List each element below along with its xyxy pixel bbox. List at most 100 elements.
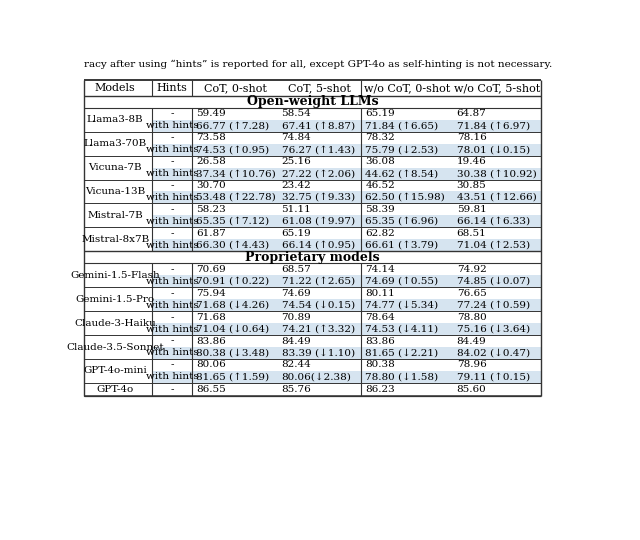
Bar bbox=[452, 192, 541, 204]
Bar bbox=[152, 215, 193, 227]
Text: 80.11: 80.11 bbox=[365, 289, 395, 298]
Text: 75.16 (↓3.64): 75.16 (↓3.64) bbox=[457, 325, 530, 334]
Text: 78.96: 78.96 bbox=[457, 360, 486, 369]
Text: w/o CoT, 0-shot: w/o CoT, 0-shot bbox=[364, 83, 450, 93]
Bar bbox=[452, 347, 541, 359]
Bar bbox=[193, 120, 278, 132]
Bar bbox=[84, 179, 152, 204]
Bar bbox=[452, 132, 541, 144]
Bar bbox=[278, 167, 362, 179]
Bar bbox=[84, 383, 541, 396]
Bar bbox=[278, 239, 362, 251]
Text: Mistral-7B: Mistral-7B bbox=[88, 211, 143, 220]
Text: 37.34 (↑10.76): 37.34 (↑10.76) bbox=[196, 169, 276, 178]
Bar bbox=[84, 311, 152, 335]
Text: -: - bbox=[170, 205, 174, 214]
Text: Mistral-8x7B: Mistral-8x7B bbox=[81, 235, 149, 244]
Text: 30.85: 30.85 bbox=[457, 181, 486, 190]
Bar bbox=[362, 215, 452, 227]
Bar bbox=[84, 264, 152, 287]
Text: 84.02 (↓0.47): 84.02 (↓0.47) bbox=[457, 348, 530, 357]
Text: 58.39: 58.39 bbox=[365, 205, 395, 214]
Bar bbox=[152, 108, 193, 120]
Text: 25.16: 25.16 bbox=[282, 157, 311, 166]
Text: 74.85 (↓0.07): 74.85 (↓0.07) bbox=[457, 277, 530, 286]
Text: 26.58: 26.58 bbox=[196, 157, 226, 166]
Text: 85.76: 85.76 bbox=[282, 385, 311, 394]
Text: 80.38 (↓3.48): 80.38 (↓3.48) bbox=[196, 348, 269, 357]
Bar bbox=[152, 323, 193, 335]
Bar bbox=[452, 299, 541, 311]
Bar bbox=[278, 108, 362, 120]
Text: Claude-3.5-Sonnet: Claude-3.5-Sonnet bbox=[67, 342, 164, 352]
Text: CoT, 5-shot: CoT, 5-shot bbox=[288, 83, 351, 93]
Bar bbox=[193, 359, 278, 371]
Text: -: - bbox=[170, 313, 174, 322]
Text: 74.21 (↑3.32): 74.21 (↑3.32) bbox=[282, 325, 355, 334]
Text: 66.30 (↑4.43): 66.30 (↑4.43) bbox=[196, 241, 269, 249]
Bar bbox=[452, 179, 541, 192]
Text: 62.82: 62.82 bbox=[365, 229, 395, 238]
Bar bbox=[193, 204, 278, 215]
Text: 65.19: 65.19 bbox=[365, 110, 395, 118]
Text: 83.86: 83.86 bbox=[196, 336, 226, 346]
Bar bbox=[84, 359, 152, 383]
Bar bbox=[278, 299, 362, 311]
Bar bbox=[452, 227, 541, 239]
Bar bbox=[193, 335, 278, 347]
Text: 74.69: 74.69 bbox=[282, 289, 311, 298]
Text: 81.65 (↓2.21): 81.65 (↓2.21) bbox=[365, 348, 438, 357]
Text: 65.35 (↑7.12): 65.35 (↑7.12) bbox=[196, 217, 269, 226]
Text: 62.50 (↑15.98): 62.50 (↑15.98) bbox=[365, 193, 445, 202]
Text: 78.64: 78.64 bbox=[365, 313, 395, 322]
Bar bbox=[193, 239, 278, 251]
Bar bbox=[278, 287, 362, 299]
Text: with hints: with hints bbox=[146, 277, 198, 286]
Text: -: - bbox=[170, 289, 174, 298]
Text: 74.14: 74.14 bbox=[365, 265, 395, 274]
Bar bbox=[193, 275, 278, 287]
Bar bbox=[278, 359, 362, 371]
Text: 58.23: 58.23 bbox=[196, 205, 226, 214]
Bar bbox=[278, 227, 362, 239]
Bar bbox=[278, 371, 362, 383]
Text: 53.48 (↑22.78): 53.48 (↑22.78) bbox=[196, 193, 276, 202]
Text: 74.53 (↑0.95): 74.53 (↑0.95) bbox=[196, 145, 269, 154]
Bar bbox=[152, 204, 193, 215]
Text: 78.80 (↓1.58): 78.80 (↓1.58) bbox=[365, 373, 438, 381]
Bar bbox=[278, 275, 362, 287]
Text: 70.89: 70.89 bbox=[282, 313, 311, 322]
Bar bbox=[152, 156, 193, 167]
Text: -: - bbox=[170, 181, 174, 190]
Bar bbox=[152, 347, 193, 359]
Text: -: - bbox=[170, 229, 174, 238]
Text: 71.04 (↑2.53): 71.04 (↑2.53) bbox=[457, 241, 530, 249]
Bar bbox=[452, 311, 541, 323]
Bar bbox=[152, 359, 193, 371]
Text: 36.08: 36.08 bbox=[365, 157, 395, 166]
Bar bbox=[362, 144, 452, 156]
Text: Models: Models bbox=[94, 83, 135, 93]
Text: with hints: with hints bbox=[146, 169, 198, 178]
Bar bbox=[84, 132, 152, 156]
Bar bbox=[362, 227, 452, 239]
Bar bbox=[452, 275, 541, 287]
Bar bbox=[362, 192, 452, 204]
Bar bbox=[152, 275, 193, 287]
Bar bbox=[362, 275, 452, 287]
Text: -: - bbox=[170, 157, 174, 166]
Text: 68.51: 68.51 bbox=[457, 229, 486, 238]
Text: with hints: with hints bbox=[146, 241, 198, 249]
Text: with hints: with hints bbox=[146, 217, 198, 226]
Text: 58.54: 58.54 bbox=[282, 110, 311, 118]
Text: 66.77 (↑7.28): 66.77 (↑7.28) bbox=[196, 122, 269, 130]
Bar bbox=[362, 335, 452, 347]
Bar bbox=[278, 311, 362, 323]
Text: 66.14 (↑6.33): 66.14 (↑6.33) bbox=[457, 217, 530, 226]
Text: with hints: with hints bbox=[146, 325, 198, 334]
Bar bbox=[152, 264, 193, 275]
Bar bbox=[278, 204, 362, 215]
Bar bbox=[193, 179, 278, 192]
Text: -: - bbox=[170, 360, 174, 369]
Text: 70.91 (↑0.22): 70.91 (↑0.22) bbox=[196, 277, 269, 286]
